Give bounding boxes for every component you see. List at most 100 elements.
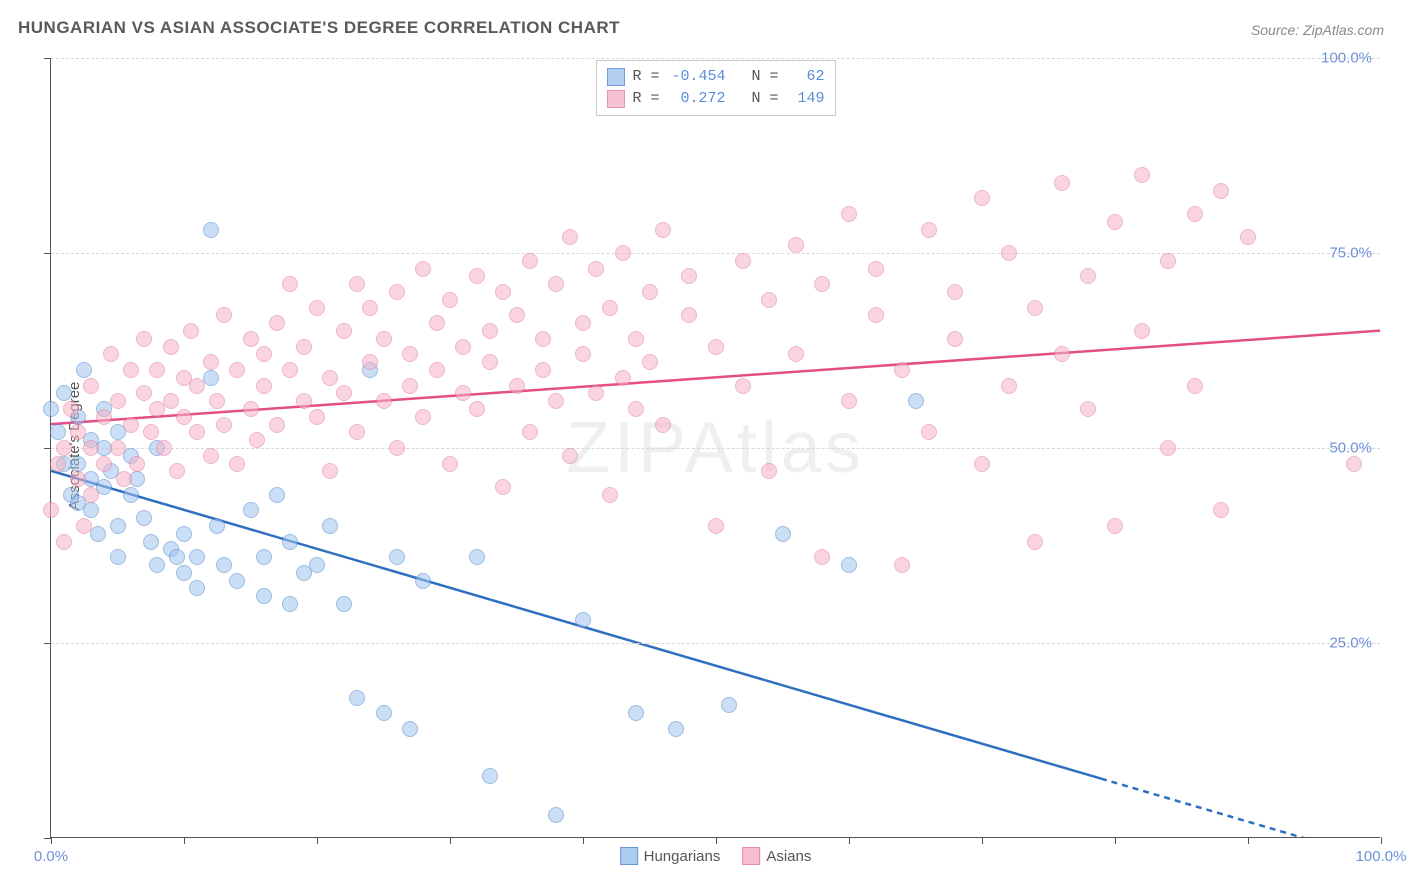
scatter-point [642,354,658,370]
scatter-point [362,354,378,370]
scatter-point [668,721,684,737]
scatter-point [455,339,471,355]
scatter-point [269,487,285,503]
scatter-point [415,409,431,425]
scatter-point [336,323,352,339]
chart-title: HUNGARIAN VS ASIAN ASSOCIATE'S DEGREE CO… [18,18,620,38]
scatter-point [735,378,751,394]
scatter-point [814,276,830,292]
scatter-point [894,362,910,378]
scatter-point [129,456,145,472]
correlation-legend-row: R =0.272 N =149 [606,88,824,110]
scatter-point [868,307,884,323]
scatter-point [349,424,365,440]
scatter-point [349,276,365,292]
y-tick-label: 25.0% [1329,635,1372,652]
legend-swatch [742,847,760,865]
scatter-point [203,222,219,238]
scatter-point [76,518,92,534]
scatter-point [282,276,298,292]
scatter-point [429,362,445,378]
scatter-point [1027,300,1043,316]
scatter-point [282,362,298,378]
scatter-point [136,385,152,401]
scatter-point [256,346,272,362]
scatter-point [43,502,59,518]
scatter-point [123,417,139,433]
scatter-point [628,705,644,721]
scatter-point [482,354,498,370]
scatter-point [116,471,132,487]
series-legend-item: Hungarians [620,847,721,865]
scatter-point [176,526,192,542]
scatter-point [482,768,498,784]
scatter-point [376,705,392,721]
scatter-point [336,385,352,401]
scatter-point [296,339,312,355]
scatter-point [974,456,990,472]
scatter-point [841,393,857,409]
correlation-legend-row: R =-0.454 N =62 [606,66,824,88]
scatter-point [376,331,392,347]
x-tick [1248,837,1249,844]
scatter-point [389,284,405,300]
scatter-point [681,268,697,284]
x-tick [1115,837,1116,844]
scatter-point [1187,206,1203,222]
scatter-point [1134,323,1150,339]
scatter-point [548,807,564,823]
scatter-point [149,362,165,378]
scatter-point [56,440,72,456]
y-tick [44,448,51,449]
y-tick [44,253,51,254]
scatter-point [495,479,511,495]
x-tick-label: 100.0% [1356,848,1406,865]
scatter-point [256,378,272,394]
scatter-point [389,440,405,456]
correlation-legend: R =-0.454 N =62R =0.272 N =149 [595,60,835,116]
scatter-point [229,456,245,472]
legend-r-value: 0.272 [668,88,726,110]
x-tick [450,837,451,844]
scatter-point [947,284,963,300]
scatter-point [615,245,631,261]
scatter-point [628,331,644,347]
scatter-point [575,346,591,362]
scatter-point [309,557,325,573]
source-attribution: Source: ZipAtlas.com [1251,22,1384,38]
scatter-point [229,362,245,378]
scatter-point [1001,378,1017,394]
scatter-point [216,417,232,433]
scatter-point [469,549,485,565]
scatter-point [548,393,564,409]
scatter-point [143,534,159,550]
x-tick [849,837,850,844]
legend-n-value: 149 [787,88,825,110]
scatter-point [775,526,791,542]
scatter-point [735,253,751,269]
scatter-point [389,549,405,565]
scatter-point [282,534,298,550]
scatter-point [110,440,126,456]
scatter-point [50,424,66,440]
scatter-point [296,393,312,409]
scatter-point [402,721,418,737]
scatter-point [183,323,199,339]
scatter-point [841,557,857,573]
scatter-point [522,424,538,440]
series-legend-label: Hungarians [644,848,721,865]
scatter-point [429,315,445,331]
scatter-point [535,331,551,347]
legend-r-label: R = [632,66,659,88]
scatter-point [628,401,644,417]
x-tick [51,837,52,844]
scatter-point [123,487,139,503]
scatter-point [189,424,205,440]
scatter-point [110,393,126,409]
series-legend: HungariansAsians [620,847,812,865]
scatter-point [1213,183,1229,199]
scatter-point [249,432,265,448]
scatter-point [588,261,604,277]
scatter-point [761,292,777,308]
scatter-point [349,690,365,706]
